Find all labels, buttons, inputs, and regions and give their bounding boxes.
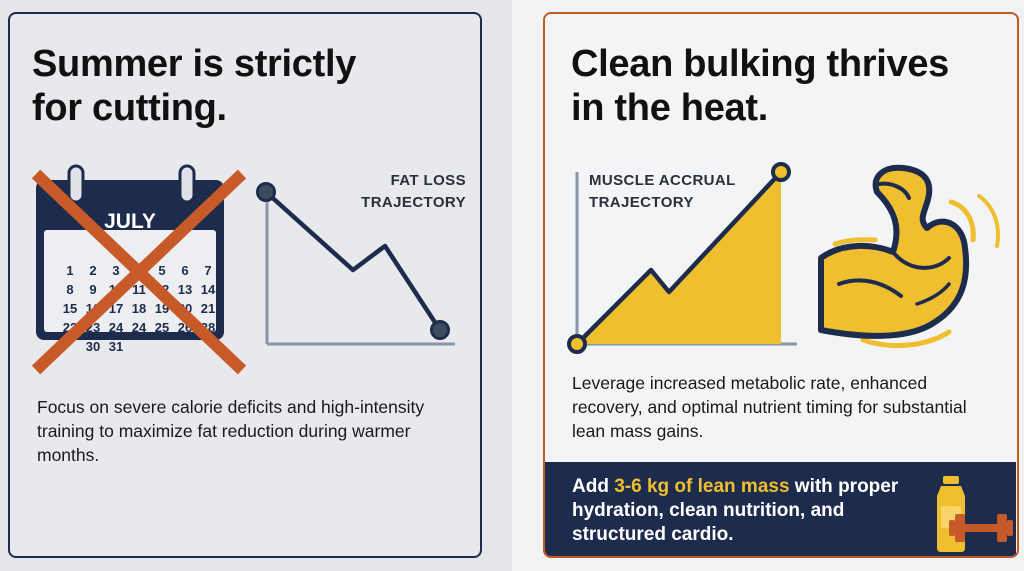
calendar-day: 18 [132,301,146,316]
calendar-day: 3 [112,263,119,278]
calendar-day: 2 [89,263,96,278]
myth-panel: Summer is strictly for cutting. JULY 1 2 3… [8,12,482,558]
calendar-day: 24 [132,320,147,335]
callout-text: Add 3-6 kg of lean mass with proper hydr… [572,476,899,545]
fat-loss-chart [256,182,455,346]
fact-headline-line2: in the heat. [571,87,768,129]
flexed-arm-icon [818,164,1000,349]
fact-headline-line1: Clean bulking thrives [571,43,950,85]
calendar-day: 14 [201,282,216,297]
myth-headline: Summer is strictly for cutting. [32,42,472,130]
calendar-day: 31 [109,339,123,354]
lean-mass-callout: Add 3-6 kg of lean mass with proper hydr… [545,462,1016,556]
calendar-day: 30 [86,339,100,354]
dumbbell-icon [949,514,1013,542]
crossed-calendar-icon: JULY 12345678910111213141516171819202122… [31,164,247,375]
calendar-day: 13 [178,282,192,297]
fact-headline: Clean bulking thrives in the heat. [571,42,1011,130]
fact-description: Leverage increased metabolic rate, enhan… [572,373,967,441]
calendar-day: 5 [158,263,165,278]
calendar-day: 8 [66,282,73,297]
calendar-day: 25 [155,320,169,335]
calendar-day: 24 [109,320,124,335]
callout-highlight: 3-6 kg of lean mass [614,476,790,497]
chart-start-point [567,334,587,354]
calendar-day: 21 [201,301,215,316]
calendar-day: 6 [181,263,188,278]
chart-start-point [256,182,276,202]
calendar-day: 15 [63,301,77,316]
calendar-month: JULY [104,210,156,233]
calendar-day: 11 [132,282,146,297]
myth-headline-line1: Summer is strictly [32,43,357,85]
muscle-accrual-label: MUSCLE ACCRUAL TRAJECTORY [589,172,736,211]
myth-description: Focus on severe calorie deficits and hig… [37,397,425,465]
calendar-day: 7 [204,263,211,278]
calendar-day: 9 [89,282,96,297]
muscle-accrual-chart [567,162,797,354]
chart-end-point [430,320,450,340]
fact-panel: Clean bulking thrives in the heat. MUSCL… [543,12,1019,558]
calendar-day: 1 [66,263,73,278]
chart-end-point [771,162,791,182]
myth-headline-line2: for cutting. [32,87,227,129]
fat-loss-label: FAT LOSS TRAJECTORY [361,172,466,211]
